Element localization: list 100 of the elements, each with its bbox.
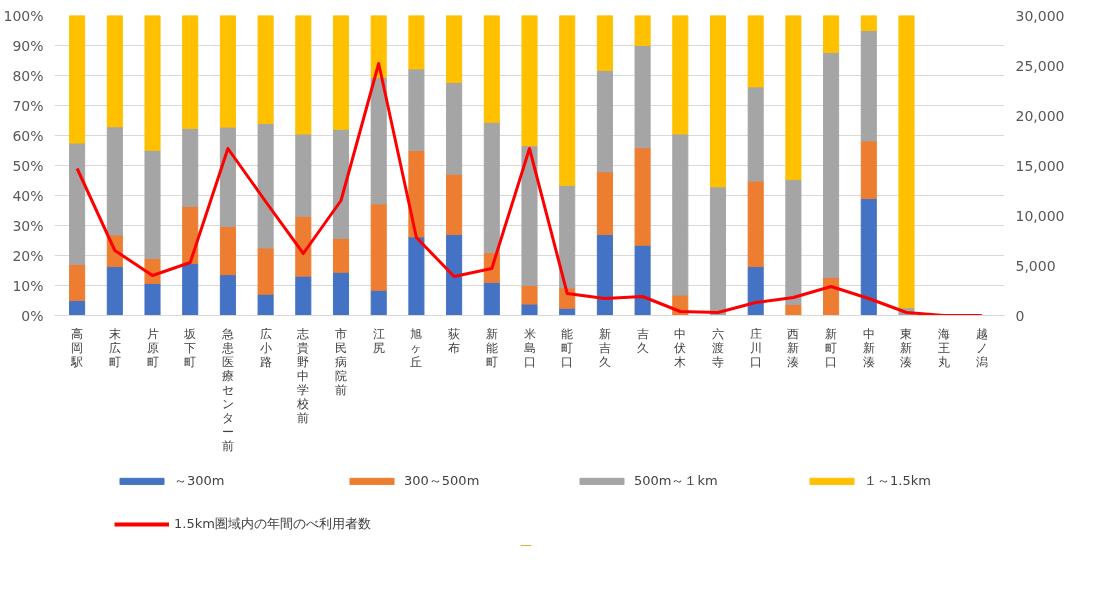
bar: [446, 234, 463, 316]
x-tick-label: 西新湊: [787, 326, 800, 369]
y2-tick-label: 20,000: [1015, 107, 1065, 124]
y-tick-label: 40%: [12, 187, 44, 204]
bar: [332, 15, 350, 130]
x-tick-label: 越ノ潟: [975, 326, 988, 369]
legend-label: 1.5km圏域内の年間のべ利用者数: [174, 515, 371, 533]
x-tick-label: 庄川口: [749, 326, 762, 369]
y-tick-label: 100%: [3, 7, 44, 24]
bar: [521, 285, 538, 305]
x-tick-label: 新町口: [825, 326, 838, 369]
bar: [219, 15, 236, 128]
bar: [446, 15, 463, 83]
x-tick-label: 中新湊: [862, 326, 875, 369]
bar: [634, 15, 651, 46]
bar: [446, 173, 463, 235]
x-tick-label: 中伏木: [674, 326, 687, 369]
legend-label: 500m～１km: [634, 472, 719, 490]
x-tick-label: 広小路: [259, 326, 272, 369]
bar: [860, 30, 877, 142]
y-tick-label: 20%: [12, 247, 44, 264]
bar: [219, 126, 236, 227]
bar: [596, 234, 613, 316]
x-tick-label: 能町口: [561, 326, 574, 369]
bar: [483, 282, 500, 316]
bar: [408, 68, 425, 151]
y-tick-label: 10%: [12, 277, 44, 294]
bar: [295, 275, 312, 316]
x-tick-label: 海王丸: [938, 326, 951, 369]
category-label: 急患医療センター前: [221, 326, 234, 453]
bar: [521, 303, 538, 316]
bar: [634, 147, 651, 246]
bar: [332, 128, 350, 239]
bar: [747, 15, 764, 88]
y-tick-label: 90%: [12, 37, 44, 54]
bar: [370, 203, 387, 291]
bar: [672, 15, 689, 135]
bar: [596, 15, 613, 71]
x-tick-label: 吉久: [636, 326, 649, 355]
bar: [257, 247, 274, 295]
x-tick-label: 末広町: [108, 326, 121, 369]
bar: [596, 69, 613, 173]
x-tick-label: 六渡寺: [711, 326, 724, 369]
bar: [370, 15, 387, 79]
bar: [106, 15, 123, 128]
bar: [785, 15, 802, 181]
y-tick-label: 30%: [12, 217, 44, 234]
bar: [785, 179, 802, 305]
bar: [257, 123, 274, 249]
bar: [69, 15, 86, 144]
x-tick-label: 米島口: [523, 326, 536, 369]
bar: [295, 15, 312, 135]
y2-tick-label: 15,000: [1015, 157, 1065, 174]
bar: [332, 271, 350, 316]
bar: [69, 142, 86, 265]
x-tick-label: 市民病院前: [335, 326, 348, 397]
legend-label: １～1.5km: [864, 472, 932, 490]
bar: [747, 180, 764, 268]
bar: [182, 15, 199, 129]
bar: [860, 198, 877, 316]
bar: [219, 274, 236, 316]
y-tick-label: 50%: [12, 157, 44, 174]
x-tick-label: 東新湊: [900, 326, 913, 369]
bar: [709, 15, 727, 188]
bar: [295, 133, 312, 217]
y2-tick-label: 25,000: [1015, 57, 1065, 74]
bar: [69, 300, 86, 316]
legend-label: ～300m: [174, 472, 226, 490]
x-tick-label: 高岡駅: [70, 326, 84, 369]
bar: [823, 276, 840, 316]
bar: [106, 266, 123, 316]
bar: [182, 263, 199, 316]
bar: [69, 264, 86, 301]
y2-tick-label: 10,000: [1015, 207, 1065, 224]
bar: [483, 121, 500, 254]
bar: [370, 289, 387, 316]
bar: [521, 15, 538, 147]
bar: [634, 45, 651, 149]
bar: [144, 15, 161, 151]
bar: [860, 140, 877, 199]
bar: [785, 303, 802, 316]
bar: [898, 15, 915, 309]
bar: [332, 237, 350, 273]
y-tick-label: 60%: [12, 127, 44, 144]
legend-label: 300～500m: [404, 472, 481, 490]
y-tick-label: 0%: [21, 307, 44, 324]
y-tick-label: 70%: [12, 97, 44, 114]
bar: [106, 126, 123, 236]
x-tick-label: 江尻: [372, 326, 385, 355]
y-tick-label: 80%: [12, 67, 44, 84]
bar: [559, 184, 576, 289]
x-tick-label: 志貴野中学校前: [296, 326, 310, 425]
bar: [747, 86, 764, 182]
bar: [219, 225, 236, 276]
bar: [596, 171, 613, 235]
line-series: [75, 62, 984, 316]
bar: [709, 186, 727, 316]
bar: [634, 244, 651, 316]
bar: [257, 293, 274, 316]
bar: [408, 15, 425, 70]
